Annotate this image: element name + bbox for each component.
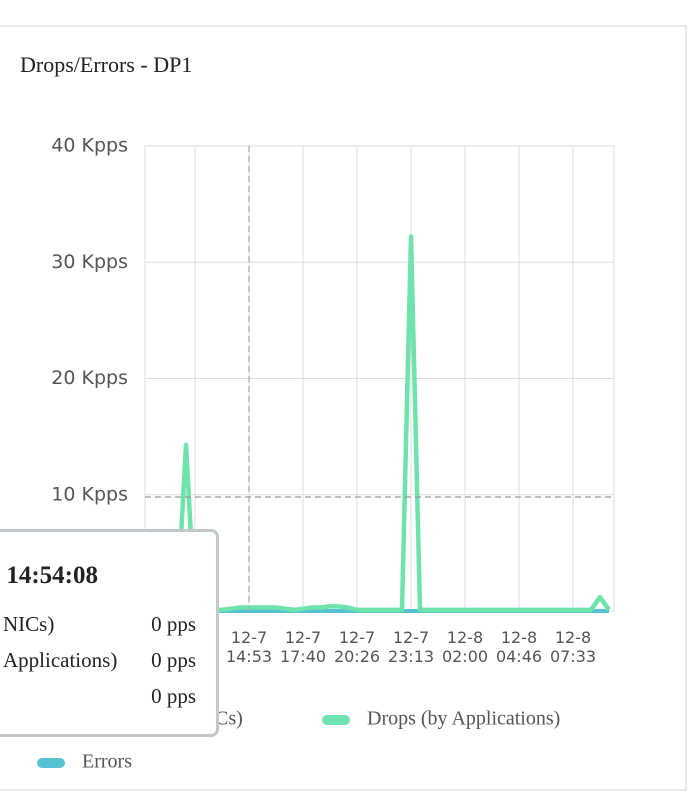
legend-label: Drops (by Applications): [367, 708, 560, 730]
x-tick-label: 12-7 14:53: [225, 628, 273, 666]
plot: [141, 234, 611, 613]
x-tick-label: 12-8 04:46: [495, 628, 543, 666]
tooltip: 14:54:08 NICs) 0 pps Applications) 0 pps 0 p…: [0, 529, 219, 737]
chart-title: Drops/Errors - DP1: [20, 52, 192, 77]
tooltip-title: 14:54:08: [6, 562, 98, 589]
y-tick-label: 10 Kpps: [51, 483, 128, 505]
y-tick-label: 40 Kpps: [51, 135, 128, 157]
y-tick-label: 30 Kpps: [51, 251, 128, 273]
x-tick-label: 12-7 20:26: [333, 628, 381, 666]
tooltip-value: 0 pps: [151, 684, 196, 708]
legend-fragment: Cs): [215, 708, 243, 730]
tooltip-label: NICs): [3, 612, 55, 636]
tooltip-value: 0 pps: [151, 612, 196, 636]
legend-label: Errors: [82, 751, 132, 773]
legend-swatch: [322, 715, 350, 725]
y-tick-label: 20 Kpps: [51, 367, 128, 389]
legend: Drops (by Applications) Errors: [37, 708, 560, 773]
x-tick-label: 12-7 23:13: [387, 628, 435, 666]
x-tick-label: 12-8 02:00: [441, 628, 489, 666]
tooltip-label: Applications): [3, 648, 118, 672]
series-line: [141, 234, 611, 613]
tooltip-value: 0 pps: [151, 648, 196, 672]
x-tick-label: 12-8 07:33: [549, 628, 597, 666]
x-tick-label: 12-7 17:40: [279, 628, 327, 666]
legend-swatch: [37, 758, 65, 768]
